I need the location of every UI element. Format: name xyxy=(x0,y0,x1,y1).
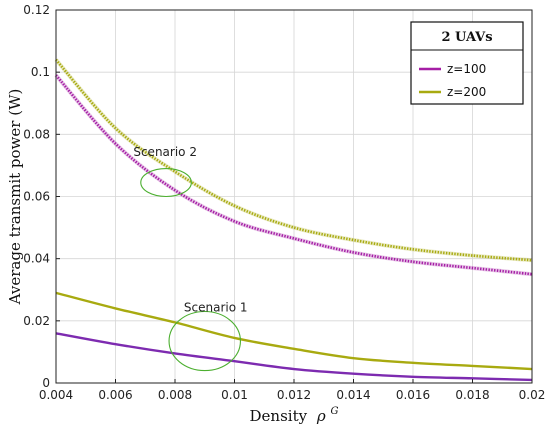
annotation-ellipse-scenario-2 xyxy=(140,167,192,198)
x-axis-symbol: ρ xyxy=(316,407,326,425)
legend-entries: z=100 z=200 xyxy=(419,62,486,99)
series-line-scenario-1-z-100 xyxy=(55,332,533,382)
x-axis-ticks: 0.004 0.006 0.008 0.01 0.012 0.014 0.016 0.018 0… xyxy=(39,379,546,402)
series-layer xyxy=(54,58,533,382)
series-line-scenario-1-z-200 xyxy=(55,291,533,371)
series-line-scenario-2-z-200 xyxy=(55,58,533,262)
series-line-scenario-2-z-100 xyxy=(55,74,533,276)
legend-title: 2 UAVs xyxy=(441,30,492,45)
x-axis-label: Density ρ G xyxy=(250,406,339,425)
x-tick-label: 0.014 xyxy=(336,388,370,402)
x-tick-label: 0.01 xyxy=(221,388,248,402)
x-axis-superscript: G xyxy=(330,406,338,417)
x-tick-label: 0.02 xyxy=(519,388,546,402)
annotation-label-scenario-1: Scenario 1 xyxy=(184,301,248,315)
x-tick-label: 0.012 xyxy=(277,388,311,402)
x-tick-label: 0.006 xyxy=(98,388,132,402)
x-tick-label: 0.016 xyxy=(396,388,430,402)
y-tick-label: 0.12 xyxy=(23,3,50,17)
grid xyxy=(55,9,533,384)
y-tick-label: 0.1 xyxy=(31,65,50,79)
annotation-ellipse-scenario-1 xyxy=(168,310,242,372)
legend-box xyxy=(410,21,524,105)
legend-label-z-200: z=200 xyxy=(447,85,486,99)
annotation-label-scenario-2: Scenario 2 xyxy=(133,145,197,159)
y-tick-label: 0 xyxy=(42,376,50,390)
annotation-layer: Scenario 2 Scenario 1 xyxy=(133,145,248,372)
legend-label-z-100: z=100 xyxy=(447,62,486,76)
x-tick-label: 0.018 xyxy=(455,388,489,402)
x-tick-label: 0.008 xyxy=(158,388,192,402)
y-axis-label: Average transmit power (W) xyxy=(6,89,24,306)
y-axis-ticks: 0 0.02 0.04 0.06 0.08 0.1 0.12 xyxy=(23,3,60,390)
y-tick-label: 0.02 xyxy=(23,314,50,328)
legend: 2 UAVs z=100 z=200 xyxy=(410,21,524,105)
x-tick-label: 0.004 xyxy=(39,388,73,402)
y-tick-label: 0.04 xyxy=(23,252,50,266)
y-tick-label: 0.06 xyxy=(23,190,50,204)
x-axis-label-text: Density xyxy=(250,407,308,425)
y-tick-label: 0.08 xyxy=(23,127,50,141)
